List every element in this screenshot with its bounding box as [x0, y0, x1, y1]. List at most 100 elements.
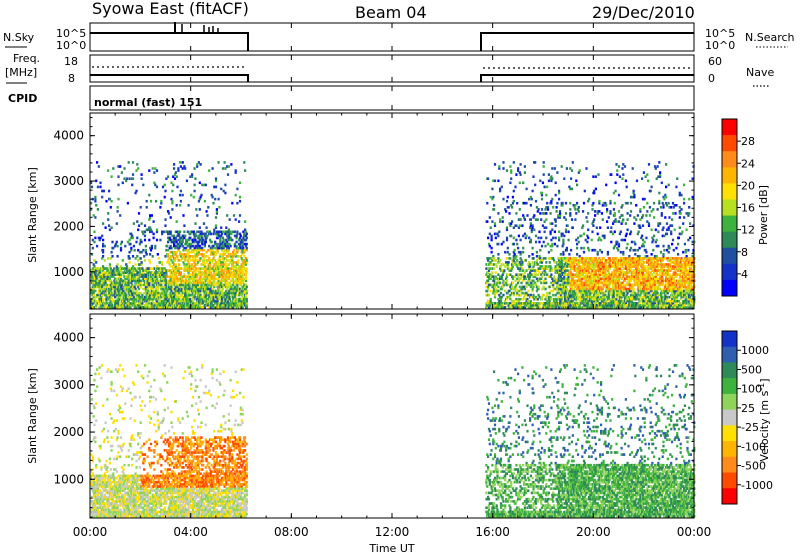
power-echo-cell — [534, 161, 537, 164]
power-echo-cell — [221, 287, 224, 291]
power-echo-cell — [152, 283, 155, 287]
power-echo-cell — [176, 234, 179, 238]
power-echo-cell — [135, 283, 138, 287]
power-echo-cell — [200, 193, 203, 197]
power-echo-cell — [104, 289, 107, 293]
power-echo-cell — [159, 291, 162, 295]
power-echo-cell — [592, 175, 595, 178]
power-echo-cell — [216, 250, 219, 254]
power-echo-cell — [187, 269, 190, 272]
power-echo-cell — [107, 169, 110, 172]
power-echo-cell — [189, 287, 192, 291]
power-echo-cell — [505, 257, 509, 260]
power-echo-cell — [114, 242, 117, 246]
power-echo-cell — [125, 275, 129, 278]
power-echo-cell — [152, 232, 155, 236]
power-echo-cell — [91, 238, 94, 242]
power-echo-cell — [231, 253, 234, 256]
power-echo-cell — [225, 226, 228, 229]
power-echo-cell — [106, 267, 109, 270]
power-echo-cell — [531, 189, 534, 193]
power-echo-cell — [198, 306, 201, 309]
nave-label: Nave — [746, 66, 774, 79]
power-echo-cell — [220, 291, 224, 295]
power-echo-cell — [510, 234, 513, 238]
power-echo-cell — [185, 263, 188, 266]
power-echo-cell — [162, 230, 165, 234]
power-echo-cell — [179, 230, 182, 234]
power-echo-cell — [181, 167, 184, 170]
power-echo-cell — [220, 283, 223, 287]
power-echo-cell — [184, 257, 187, 260]
cpid-value: normal (fast) 151 — [94, 96, 202, 109]
power-echo-cell — [90, 253, 94, 256]
power-echo-cell — [226, 242, 229, 246]
power-echo-cell — [167, 297, 171, 301]
power-echo-cell — [97, 299, 100, 303]
power-echo-cell — [169, 299, 172, 303]
power-echo-cell — [231, 201, 234, 205]
power-echo-cell — [193, 189, 196, 193]
power-echo-cell — [161, 230, 164, 234]
power-echo-cell — [198, 208, 201, 211]
power-echo-cell — [151, 291, 154, 295]
power-echo-cell — [115, 281, 118, 285]
power-echo-cell — [551, 167, 554, 170]
power-echo-cell — [217, 197, 220, 201]
power-echo-cell — [154, 291, 157, 295]
power-echo-cell — [200, 287, 203, 291]
power-echo-cell — [175, 250, 178, 254]
power-echo-cell — [133, 304, 136, 307]
power-echo-cell — [131, 291, 134, 295]
power-echo-cell — [197, 297, 200, 301]
power-echo-cell — [140, 279, 143, 283]
power-echo-cell — [93, 240, 96, 244]
power-echo-cell — [194, 281, 197, 285]
power-echo-cell — [194, 232, 197, 236]
power-echo-cell — [164, 255, 167, 258]
power-echo-cell — [204, 232, 207, 236]
power-echo-cell — [173, 299, 177, 303]
noise-left-label: N.Sky — [3, 31, 35, 44]
power-echo-cell — [95, 283, 98, 287]
power-echo-cell — [119, 285, 123, 289]
power-echo-cell — [190, 193, 193, 197]
power-echo-cell — [490, 250, 493, 254]
power-echo-cell — [554, 193, 557, 197]
power-echo-cell — [96, 277, 99, 281]
power-echo-cell — [211, 261, 214, 264]
power-echo-cell — [194, 263, 197, 266]
power-echo-cell — [235, 244, 238, 248]
power-echo-cell — [102, 250, 105, 254]
power-echo-cell — [220, 285, 224, 289]
power-echo-cell — [540, 236, 543, 240]
power-echo-cell — [145, 228, 148, 232]
power-echo-cell — [173, 246, 177, 250]
power-echo-cell — [109, 257, 112, 260]
power-echo-cell — [163, 299, 166, 303]
power-echo-cell — [100, 275, 103, 278]
power-echo-cell — [144, 248, 147, 252]
power-echo-cell — [101, 291, 104, 295]
power-echo-cell — [545, 261, 548, 264]
power-echo-cell — [97, 291, 100, 295]
power-echo-cell — [119, 297, 123, 301]
power-echo-cell — [173, 267, 177, 270]
power-echo-cell — [198, 287, 201, 291]
power-echo-cell — [214, 246, 217, 250]
power-echo-cell — [94, 199, 97, 203]
power-echo-cell — [236, 187, 239, 191]
power-echo-cell — [93, 293, 96, 297]
power-echo-cell — [590, 238, 593, 242]
power-echo-cell — [214, 302, 217, 305]
power-echo-cell — [119, 165, 122, 168]
power-echo-cell — [194, 257, 197, 260]
power-echo-cell — [183, 224, 186, 227]
power-echo-cell — [144, 275, 147, 278]
power-echo-cell — [541, 181, 544, 185]
power-echo-cell — [564, 212, 568, 215]
power-echo-cell — [195, 267, 198, 270]
power-echo-cell — [91, 281, 94, 285]
power-echo-cell — [223, 283, 226, 287]
power-echo-cell — [224, 167, 227, 170]
